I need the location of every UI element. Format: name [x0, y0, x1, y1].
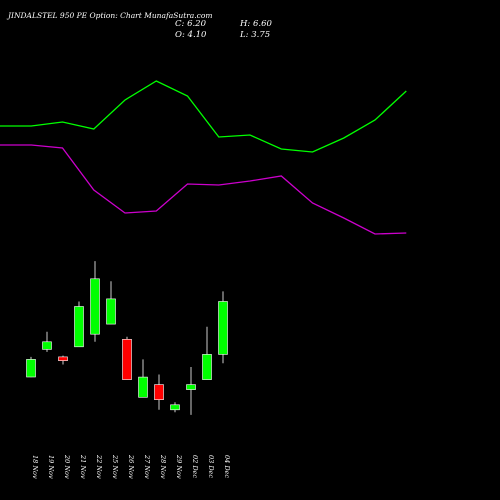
date-labels: 18 Nov 19 Nov 20 Nov 21 Nov 22 Nov 25 Nov 26 N… — [31, 454, 231, 479]
candle-body — [170, 404, 180, 411]
date-label: 22 Nov — [95, 454, 103, 479]
date-label: 29 Nov — [175, 454, 183, 479]
candle-body — [90, 278, 100, 335]
indicator-line-2 — [0, 144, 407, 235]
candle-body — [186, 384, 196, 390]
date-label: 02 Dec — [191, 455, 199, 478]
open-value: O: 4.10 — [175, 30, 207, 40]
date-label: 20 Nov — [63, 454, 71, 479]
candle-body — [58, 356, 68, 361]
candle-body — [106, 298, 116, 325]
candle-body — [138, 376, 148, 398]
date-label: 18 Nov — [31, 455, 39, 479]
candle-body — [122, 338, 132, 380]
low-value: L: 3.75 — [239, 30, 270, 40]
candle-body — [26, 359, 36, 378]
date-label: 03 Dec — [207, 455, 215, 478]
candle-body — [202, 354, 212, 380]
candle-body — [218, 301, 228, 355]
date-label: 19 Nov — [47, 455, 55, 479]
date-label: 25 Nov — [111, 454, 119, 479]
chart-title: JINDALSTEL 950 PE Option: Chart MunafaSu… — [6, 11, 212, 20]
date-label: 28 Nov — [159, 454, 167, 479]
candle-body — [42, 341, 52, 350]
high-value: H: 6.60 — [239, 19, 272, 29]
date-label: 26 Nov — [127, 454, 135, 479]
date-label: 27 Nov — [143, 454, 151, 479]
candlesticks — [26, 261, 228, 415]
date-label: 04 Dec — [223, 455, 231, 478]
candle-body — [154, 384, 164, 401]
date-label: 21 Nov — [79, 454, 87, 479]
candle-body — [74, 306, 84, 348]
indicator-lines — [0, 80, 407, 235]
close-value: C: 6.20 — [175, 19, 207, 29]
indicator-line-1 — [0, 80, 407, 153]
